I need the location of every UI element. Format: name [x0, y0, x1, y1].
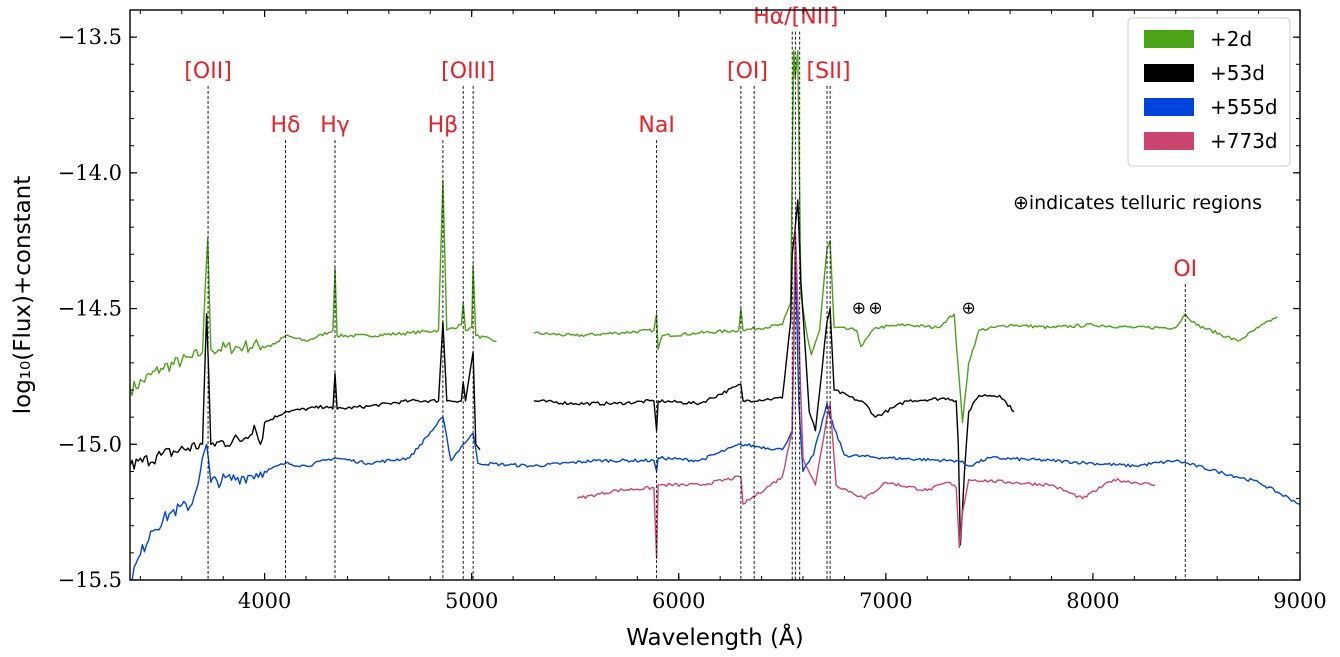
line-label-0: [OII] — [184, 59, 231, 84]
x-axis-title: Wavelength (Å) — [626, 623, 803, 651]
line-label-9: OI — [1173, 257, 1197, 282]
series-line-1 — [130, 199, 1015, 546]
x-tick-label-3: 7000 — [859, 589, 912, 613]
line-label-6: [OI] — [727, 59, 768, 84]
legend-swatch-2 — [1144, 98, 1194, 116]
telluric-mark-0: ⊕ — [852, 299, 866, 319]
y-tick-label-0: −15.5 — [58, 568, 122, 592]
x-tick-label-4: 8000 — [1066, 589, 1119, 613]
x-tick-label-2: 6000 — [652, 589, 705, 613]
legend-swatch-3 — [1144, 132, 1194, 150]
legend-box — [1127, 17, 1291, 167]
legend-label-0: +2d — [1210, 27, 1252, 51]
x-tick-label-0: 4000 — [238, 589, 291, 613]
x-tick-label-1: 5000 — [445, 589, 498, 613]
x-tick-label-5: 9000 — [1273, 589, 1326, 613]
line-label-3: Hβ — [428, 113, 459, 138]
plot-frame — [129, 9, 1301, 581]
line-label-2: Hγ — [320, 113, 350, 138]
line-label-7: Hα/[NII] — [753, 5, 838, 30]
legend-swatch-0 — [1144, 30, 1194, 48]
legend-swatch-1 — [1144, 64, 1194, 82]
series-line-0 — [130, 50, 1278, 424]
axis-ticks-layer: 4000 5000 6000 7000 8000 9000 −15.5 −15.0 −14.5 −… — [58, 9, 1327, 613]
series-line-2 — [130, 253, 1300, 580]
legend-label-3: +773d — [1210, 129, 1278, 153]
legend-label-2: +555d — [1210, 95, 1278, 119]
line-label-1: Hδ — [271, 113, 301, 138]
line-label-5: NaI — [638, 113, 674, 138]
y-axis-title: log₁₀(Flux)+constant — [10, 176, 36, 415]
telluric-note: ⊕indicates telluric regions — [1013, 192, 1262, 214]
line-label-4: [OIII] — [441, 59, 495, 84]
series-line-3 — [576, 226, 1156, 559]
y-tick-label-4: −13.5 — [58, 25, 122, 49]
y-tick-label-1: −15.0 — [58, 432, 122, 456]
line-label-8: [SII] — [807, 59, 851, 84]
legend-label-1: +53d — [1210, 61, 1265, 85]
legend: +2d +53d +555d +773d — [1127, 17, 1291, 167]
y-tick-label-3: −14.0 — [58, 161, 122, 185]
line-markers-layer: [OII] Hδ Hγ Hβ [OIII] NaI [OI] Hα/[NII] [SII] OI ⊕… — [184, 5, 1197, 580]
y-tick-label-2: −14.5 — [58, 297, 122, 321]
telluric-mark-1: ⊕ — [868, 299, 882, 319]
telluric-mark-2: ⊕ — [962, 299, 976, 319]
series-layer — [130, 50, 1300, 580]
